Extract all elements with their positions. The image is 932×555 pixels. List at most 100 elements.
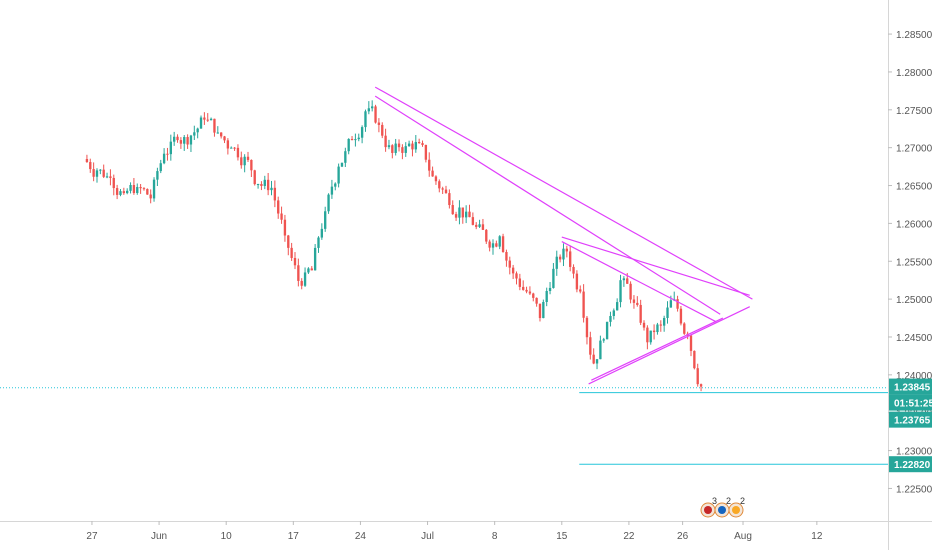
candle-body	[391, 145, 394, 153]
candle-body	[139, 187, 142, 189]
candle-body	[485, 229, 488, 242]
candle-body	[126, 190, 129, 194]
trendline	[374, 95, 721, 315]
candle-body	[582, 291, 585, 318]
candle-body	[689, 335, 693, 351]
candle-body	[662, 317, 666, 326]
candle-body	[92, 169, 95, 177]
candle-body	[384, 135, 387, 148]
candle-body	[495, 243, 498, 247]
price-label-bg-countdown	[889, 394, 932, 411]
candle-body	[609, 315, 612, 322]
candle-body	[454, 214, 458, 218]
candle-body	[562, 248, 565, 260]
trendlines	[374, 86, 753, 385]
candle-body	[615, 302, 619, 311]
y-tick-label: 1.26000	[896, 219, 932, 230]
candle-body	[357, 137, 360, 140]
candle-body	[256, 184, 260, 186]
candle-body	[431, 170, 434, 177]
candle-body	[535, 297, 538, 304]
candle-body	[350, 138, 354, 141]
candle-body	[354, 139, 357, 141]
event-flag-inner-icon	[704, 506, 712, 514]
candle-body	[565, 248, 569, 252]
candle-body	[404, 146, 407, 153]
price-label-last: 1.23845	[894, 383, 931, 394]
candle-body	[297, 265, 300, 281]
price-labels: 1.23845 01:51:25 1.23765 1.22820	[889, 378, 932, 473]
candle-body	[505, 251, 508, 261]
candle-body	[340, 162, 344, 167]
candle-body	[438, 181, 441, 189]
candle-body	[612, 310, 615, 316]
candle-body	[253, 170, 256, 185]
candle-body	[441, 188, 444, 190]
candle-body	[478, 224, 481, 227]
candle-body	[458, 207, 461, 218]
trendline	[561, 241, 717, 323]
candle-body	[381, 124, 384, 136]
y-tick-label: 1.24000	[896, 371, 932, 382]
candle-body	[129, 185, 132, 191]
candle-body	[283, 219, 287, 236]
x-tick-label: Aug	[734, 531, 752, 542]
candle-body	[179, 140, 183, 144]
candle-body	[605, 321, 609, 340]
y-tick-label: 1.24500	[896, 333, 932, 344]
candle-body	[334, 183, 337, 187]
candle-body	[589, 337, 592, 355]
candle-body	[417, 142, 421, 144]
candle-body	[377, 122, 381, 125]
candle-body	[414, 142, 417, 150]
candle-body	[226, 140, 230, 149]
y-tick-label: 1.23000	[896, 447, 932, 458]
candle-body	[652, 330, 656, 333]
candle-body	[525, 289, 528, 292]
candle-body	[532, 293, 535, 298]
candle-body	[146, 189, 149, 195]
candle-body	[444, 189, 448, 194]
candle-body	[696, 368, 699, 385]
candle-body	[619, 280, 622, 303]
candle-body	[538, 303, 542, 319]
x-tick-label: Jul	[421, 531, 434, 542]
candle-body	[575, 273, 579, 290]
candle-body	[488, 241, 491, 248]
candle-body	[219, 132, 223, 137]
candle-body	[303, 272, 307, 286]
trendline	[374, 86, 753, 300]
x-tick-label: 27	[86, 531, 98, 542]
candle-body	[666, 307, 669, 318]
candle-body	[428, 159, 431, 171]
y-tick-label: 1.27500	[896, 106, 932, 117]
x-tick-label: 15	[556, 531, 568, 542]
candle-body	[280, 213, 283, 220]
candle-body	[173, 136, 176, 142]
candle-body	[374, 106, 377, 123]
x-tick-label: 17	[288, 531, 300, 542]
candle-body	[545, 290, 548, 303]
candle-body	[240, 157, 243, 166]
candle-body	[152, 179, 156, 199]
candle-body	[250, 159, 253, 171]
candle-body	[602, 339, 605, 341]
candle-body	[367, 108, 370, 112]
candle-body	[693, 350, 696, 369]
y-tick-label: 1.26500	[896, 182, 932, 193]
x-tick-label: 12	[811, 531, 823, 542]
candle-body	[307, 268, 310, 273]
x-tick-label: 8	[492, 531, 498, 542]
candle-body	[595, 359, 599, 364]
candle-body	[159, 163, 162, 172]
candle-body	[115, 188, 119, 195]
candle-body	[243, 156, 246, 166]
candle-body	[119, 191, 122, 195]
candle-body	[263, 179, 266, 186]
candle-body	[599, 340, 602, 360]
candle-body	[95, 170, 99, 177]
